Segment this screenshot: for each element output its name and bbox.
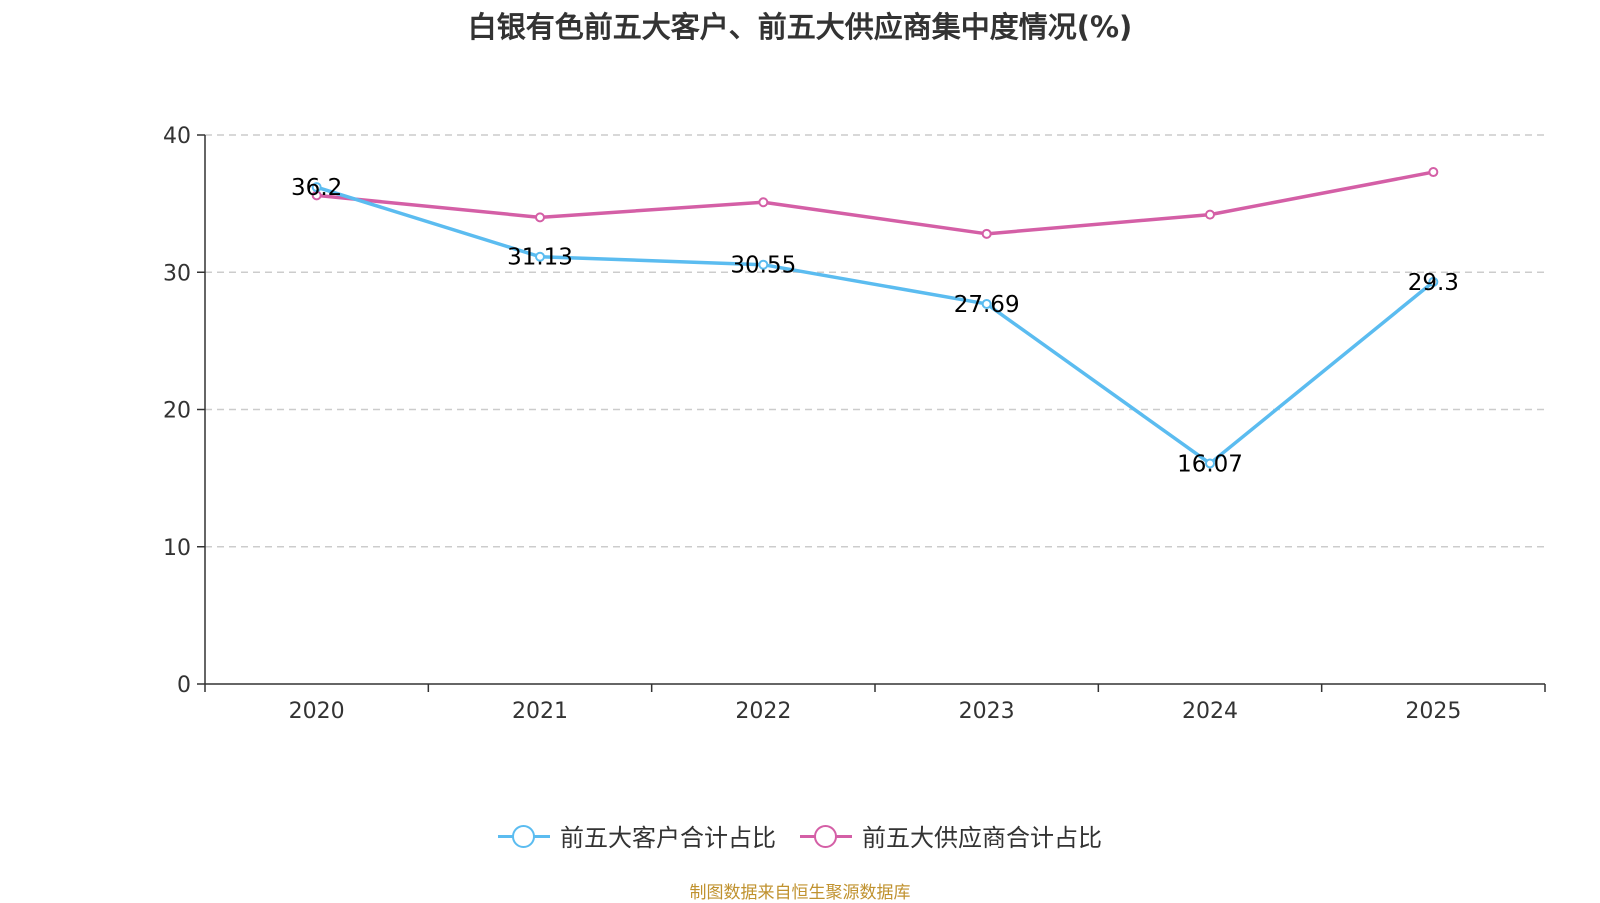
legend-swatch-suppliers xyxy=(800,822,852,850)
grid-layer xyxy=(205,134,1545,548)
series-1-point-2023 xyxy=(981,228,992,239)
series-0-point-2023 xyxy=(981,298,992,309)
series-1-point-2021 xyxy=(535,212,545,223)
x-tick-label-2021: 2021 xyxy=(512,699,568,724)
x-tick-label-2025: 2025 xyxy=(1405,699,1461,724)
data-label-0-2025: 29.3 xyxy=(1408,270,1459,296)
x-tick-label-2020: 2020 xyxy=(289,699,345,724)
series-1-point-2024 xyxy=(1205,209,1215,220)
data-label-0-2022: 30.55 xyxy=(730,253,796,279)
x-tick-label-2022: 2022 xyxy=(735,699,791,724)
series-0-point-2025 xyxy=(1428,276,1439,287)
series-layer xyxy=(311,167,1439,469)
axis-layer: 0 10 20 30 40 2020 2021 2022 2023 2024 2025 xyxy=(163,124,1546,724)
series-0-point-2024 xyxy=(1205,458,1215,469)
x-tick-label-2024: 2024 xyxy=(1182,699,1238,724)
series-0-point-2021 xyxy=(535,251,545,262)
series-1-point-2025 xyxy=(1428,167,1439,178)
source-note: 制图数据来自恒生聚源数据库 xyxy=(689,883,911,903)
series-0-point-2020 xyxy=(311,182,322,193)
data-label-0-2021: 31.13 xyxy=(507,245,573,271)
data-label-0-2024: 16.07 xyxy=(1177,451,1243,477)
label-layer: 36.2 31.13 30.55 27.69 16.07 29.3 xyxy=(291,175,1459,477)
legend-label-suppliers: 前五大供应商合计占比 xyxy=(862,824,1102,852)
data-label-0-2020: 36.2 xyxy=(291,175,342,201)
y-tick-label-30: 30 xyxy=(163,261,191,286)
data-label-0-2023: 27.69 xyxy=(954,292,1020,318)
x-tick-label-2023: 2023 xyxy=(959,699,1015,724)
series-line-0 xyxy=(316,185,1435,466)
y-tick-label-0: 0 xyxy=(177,673,191,698)
series-0-point-2022 xyxy=(758,259,769,270)
y-tick-label-40: 40 xyxy=(163,124,191,149)
legend: 前五大客户合计占比 前五大供应商合计占比 xyxy=(0,818,1600,853)
chart-title: 白银有色前五大客户、前五大供应商集中度情况(%) xyxy=(467,10,1133,44)
legend-item-customers[interactable]: 前五大客户合计占比 xyxy=(498,818,776,853)
legend-swatch-customers xyxy=(498,822,550,850)
legend-item-suppliers[interactable]: 前五大供应商合计占比 xyxy=(800,818,1102,853)
y-tick-label-20: 20 xyxy=(163,399,191,424)
series-1-point-2022 xyxy=(758,197,769,208)
y-tick-label-10: 10 xyxy=(163,536,191,561)
series-line-1 xyxy=(316,170,1434,236)
legend-label-customers: 前五大客户合计占比 xyxy=(560,824,776,852)
